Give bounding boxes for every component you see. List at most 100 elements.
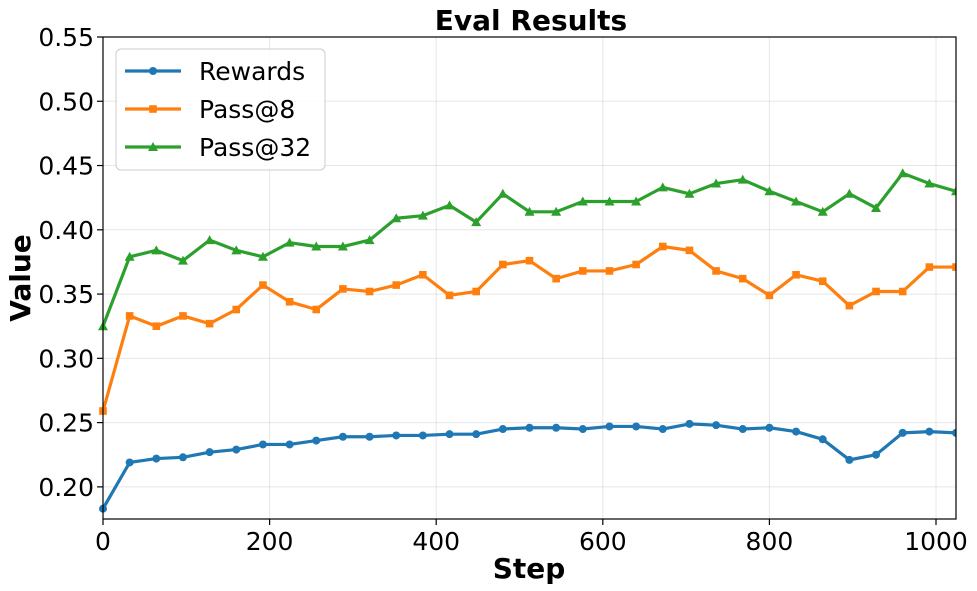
data-point xyxy=(259,281,267,289)
data-point xyxy=(578,425,587,434)
data-point xyxy=(898,287,907,296)
data-point xyxy=(951,186,956,196)
data-point xyxy=(445,430,454,439)
data-point xyxy=(472,287,480,296)
data-point xyxy=(765,423,774,432)
data-point xyxy=(204,235,215,245)
data-point xyxy=(765,291,774,300)
data-point xyxy=(125,312,134,320)
legend-item: Pass@32 xyxy=(125,133,311,162)
y-tick-label: 0.35 xyxy=(38,280,94,309)
x-tick-label: 400 xyxy=(412,527,460,556)
data-point xyxy=(285,297,294,306)
legend-item: Pass@8 xyxy=(125,95,295,124)
data-point xyxy=(284,237,295,247)
data-point xyxy=(151,245,162,255)
data-point xyxy=(818,435,827,444)
data-point xyxy=(417,210,428,220)
data-point xyxy=(605,422,614,431)
data-point xyxy=(577,196,588,206)
data-point xyxy=(871,202,882,212)
data-point xyxy=(418,431,427,440)
data-point xyxy=(631,196,642,206)
data-point xyxy=(232,445,241,454)
series-line xyxy=(101,244,956,412)
data-point xyxy=(658,242,667,251)
data-point xyxy=(817,206,828,216)
data-point xyxy=(552,423,561,432)
y-tick-label: 0.20 xyxy=(38,473,94,502)
data-point xyxy=(365,432,374,441)
data-point xyxy=(444,200,455,210)
data-point xyxy=(925,263,934,271)
x-tick-label: 200 xyxy=(246,527,294,556)
data-point xyxy=(338,432,347,441)
data-point xyxy=(658,425,667,434)
data-point xyxy=(684,188,695,198)
y-tick-label: 0.55 xyxy=(38,23,94,52)
legend-item: Rewards xyxy=(125,57,305,86)
y-tick-label: 0.30 xyxy=(38,344,94,373)
data-point xyxy=(312,436,321,445)
data-point xyxy=(791,196,802,206)
x-tick-label: 0 xyxy=(95,527,111,556)
data-point xyxy=(178,453,187,462)
data-point xyxy=(311,241,322,251)
data-point xyxy=(312,305,321,314)
y-tick-label: 0.40 xyxy=(38,216,94,245)
series-rewards xyxy=(99,419,956,513)
data-point xyxy=(124,251,135,261)
series-line xyxy=(101,422,956,510)
data-point xyxy=(445,291,454,300)
legend-label: Pass@32 xyxy=(199,133,311,162)
data-point xyxy=(231,245,242,255)
data-point xyxy=(924,178,935,188)
data-point xyxy=(604,196,615,206)
data-point xyxy=(711,178,722,188)
data-point xyxy=(364,235,375,245)
data-point xyxy=(392,281,401,289)
data-point xyxy=(471,217,482,227)
data-point xyxy=(737,174,748,184)
y-axis: 0.20 0.25 0.30 0.35 0.40 0.45 0.50 0.55 xyxy=(38,23,103,502)
data-point xyxy=(898,428,907,437)
data-point xyxy=(844,188,855,198)
y-tick-label: 0.45 xyxy=(38,152,94,181)
data-point xyxy=(257,251,268,261)
data-point xyxy=(125,458,134,467)
data-point xyxy=(205,448,214,457)
data-point xyxy=(685,419,694,428)
data-point xyxy=(738,425,747,434)
data-point xyxy=(712,421,721,430)
data-point xyxy=(792,427,801,436)
series-pass-8 xyxy=(99,242,956,415)
data-point xyxy=(419,270,427,279)
legend-marker xyxy=(148,142,158,151)
x-tick-label: 1000 xyxy=(904,527,968,556)
data-point xyxy=(498,425,507,434)
data-point xyxy=(632,422,641,431)
data-point xyxy=(845,455,854,464)
legend-box xyxy=(115,48,326,171)
data-point xyxy=(339,285,347,293)
legend-marker xyxy=(149,67,157,75)
data-point xyxy=(205,319,214,328)
x-axis: 0 200 400 600 800 1000 xyxy=(95,519,968,556)
x-tick-label: 800 xyxy=(746,527,794,556)
y-tick-label: 0.50 xyxy=(38,87,94,116)
data-point xyxy=(845,301,854,310)
data-point xyxy=(472,430,481,439)
legend-label: Rewards xyxy=(199,57,305,86)
data-point xyxy=(952,263,956,271)
x-axis-label: Step xyxy=(493,552,566,585)
data-point xyxy=(365,287,374,296)
data-point xyxy=(925,427,934,436)
data-point xyxy=(152,322,161,330)
data-point xyxy=(285,440,294,449)
data-point xyxy=(685,246,694,255)
data-point xyxy=(525,256,534,265)
plot-frame xyxy=(102,36,957,520)
series-line xyxy=(101,171,956,327)
legend: Rewards Pass@8 Pass@32 xyxy=(115,48,326,171)
